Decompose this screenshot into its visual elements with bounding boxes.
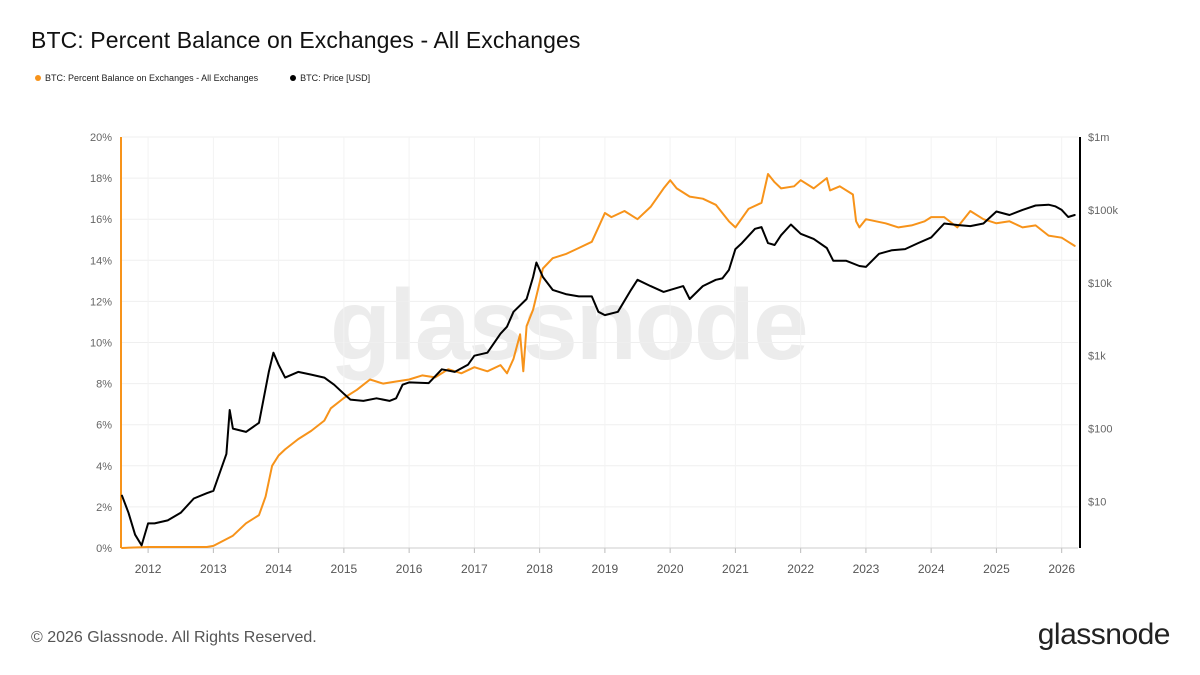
y-left-tick-label: 12% [90,296,112,308]
x-tick-label: 2019 [592,562,619,576]
copyright-text: © 2026 Glassnode. All Rights Reserved. [31,629,317,646]
x-tick-label: 2024 [918,562,945,576]
x-tick-label: 2017 [461,562,488,576]
y-left-tick-label: 4% [96,461,112,473]
x-tick-label: 2014 [265,562,292,576]
page-title: BTC: Percent Balance on Exchanges - All … [31,27,581,53]
grid-lines [122,136,1078,549]
y-left-tick-label: 14% [90,255,112,267]
legend-label: BTC: Price [USD] [300,73,371,83]
chart-legend: BTC: Percent Balance on Exchanges - All … [35,73,370,83]
y-left-tick-label: 6% [96,420,112,432]
y-left-tick-label: 16% [90,214,112,226]
x-tick-label: 2015 [331,562,358,576]
x-axis: 2012 2013 2014 2015 2016 2017 2018 2019 2020 2021… [122,547,1078,576]
right-axis: $10 $100 $1k $10k $100k $1m [1079,132,1118,548]
series-layer [121,173,1076,549]
y-right-tick-label: $1k [1088,351,1106,363]
y-left-tick-label: 8% [96,379,112,391]
x-tick-label: 2013 [200,562,227,576]
legend-swatch-black [290,75,297,81]
x-tick-label: 2026 [1048,562,1075,576]
y-right-tick-label: $10k [1088,278,1112,290]
x-tick-label: 2016 [396,562,423,576]
x-tick-label: 2012 [135,562,162,576]
x-tick-label: 2018 [526,562,553,576]
y-left-tick-label: 20% [90,132,112,144]
legend-item-exchange-balance[interactable]: BTC: Percent Balance on Exchanges - All … [35,73,258,83]
x-tick-label: 2025 [983,562,1010,576]
x-tick-label: 2020 [657,562,684,576]
y-right-tick-label: $10 [1088,496,1106,508]
series-line-price [121,203,1076,547]
y-left-tick-label: 0% [96,543,112,555]
x-tick-label: 2022 [787,562,814,576]
y-left-tick-label: 2% [96,502,112,514]
y-right-tick-label: $100 [1088,424,1112,436]
legend-label: BTC: Percent Balance on Exchanges - All … [45,73,259,83]
legend-item-price[interactable]: BTC: Price [USD] [290,73,370,83]
y-right-tick-label: $100k [1088,205,1118,217]
y-right-tick-label: $1m [1088,132,1109,144]
legend-swatch-orange [35,75,41,81]
left-axis: 0% 2% 4% 6% 8% 10% 12% 14% 16% 18% 20% [90,132,122,555]
x-tick-label: 2023 [853,562,880,576]
glassnode-logo[interactable]: glassnode [1037,618,1171,651]
y-left-tick-label: 18% [90,173,112,185]
series-line-exchange-balance [121,173,1076,549]
y-left-tick-label: 10% [90,338,112,350]
x-tick-label: 2021 [722,562,749,576]
